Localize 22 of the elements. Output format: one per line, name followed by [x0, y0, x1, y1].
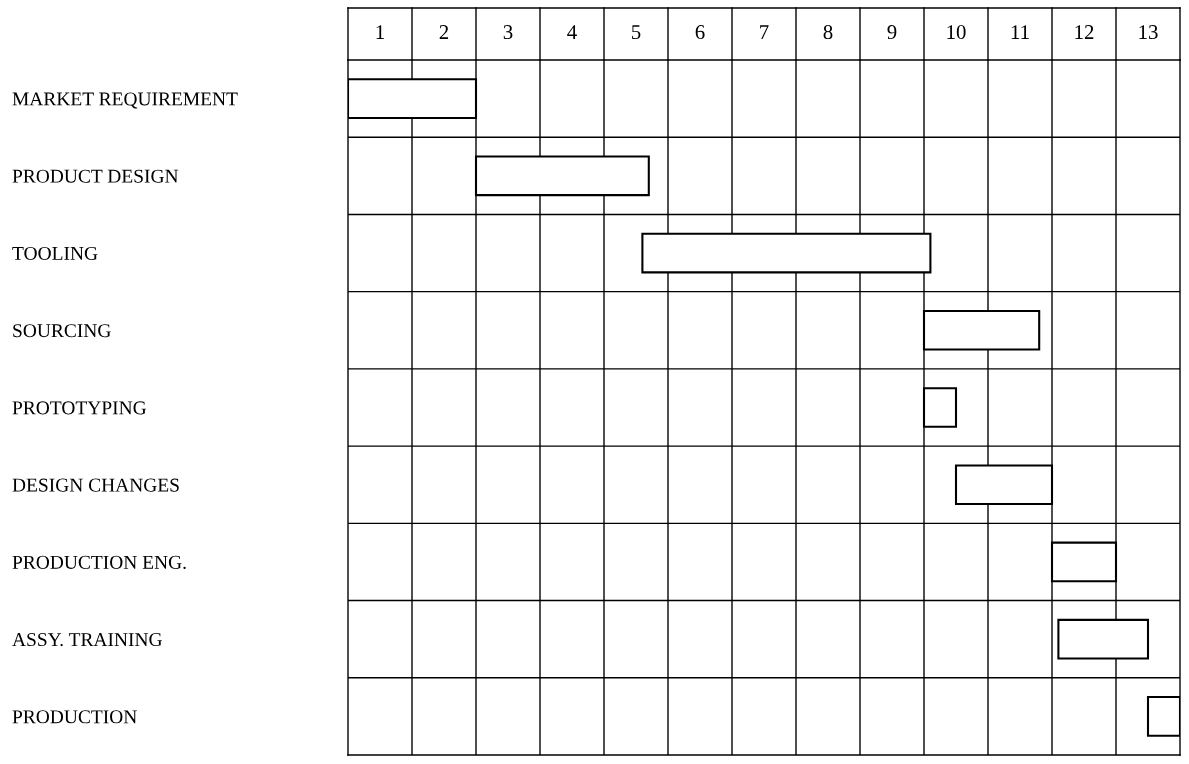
- x-tick-label: 13: [1139, 25, 1158, 40]
- x-tick-label: 6: [695, 25, 705, 40]
- x-tick-label: 12: [1075, 25, 1094, 39]
- x-tick-label: 8: [823, 25, 833, 40]
- y-tick-label: ASSY. TRAINING: [12, 633, 162, 647]
- x-tick-label: 1: [376, 25, 384, 39]
- y-tick-label: PRODUCTION ENG.: [12, 555, 186, 569]
- y-tick-label: SOURCING: [13, 324, 111, 338]
- x-tick-label: 2: [439, 25, 449, 39]
- y-tick-label: DESIGN CHANGES: [12, 478, 179, 492]
- x-tick-label: 3: [503, 25, 513, 40]
- x-tick-label: 5: [632, 25, 641, 40]
- y-tick-label: PROTOTYPING: [12, 401, 147, 415]
- x-tick-label: 4: [567, 25, 577, 39]
- x-tick-label: 9: [887, 25, 897, 40]
- y-tick-label: TOOLING: [12, 246, 98, 260]
- y-tick-label: MARKET REQUIREMENT: [12, 92, 238, 109]
- x-tick-label: 10: [947, 25, 966, 40]
- y-tick-label: PRODUCT DESIGN: [12, 169, 179, 183]
- y-tick-label: PRODUCTION: [12, 710, 137, 724]
- x-tick-label: 7: [760, 25, 769, 39]
- x-tick-label: 11: [1011, 25, 1029, 39]
